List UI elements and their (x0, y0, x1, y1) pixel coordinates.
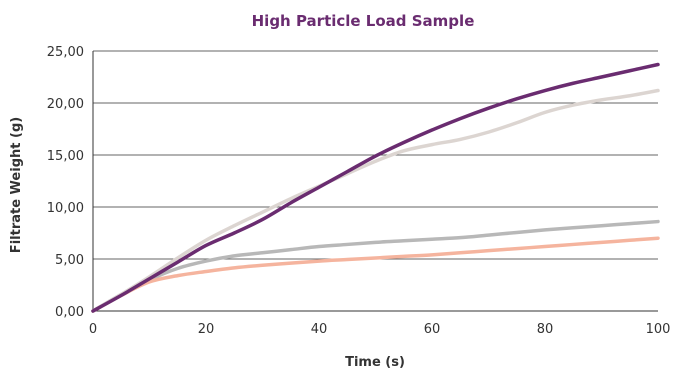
y-tick-label: 15,00 (47, 149, 84, 164)
y-tick-label: 20,00 (47, 97, 84, 112)
y-tick-label: 5,00 (55, 253, 84, 268)
chart-title: High Particle Load Sample (252, 12, 475, 30)
y-tick-label: 0,00 (55, 305, 84, 320)
series-line-4 (91, 236, 660, 313)
series-line-1 (91, 62, 660, 313)
series-line-3 (91, 219, 660, 313)
series-line-2 (91, 88, 660, 313)
x-tick-label: 0 (89, 322, 97, 337)
y-tick-labels: 0,00 5,00 10,00 15,00 20,00 25,00 (47, 45, 84, 320)
y-axis-title: Filtrate Weight (g) (9, 117, 24, 253)
axes (92, 51, 658, 312)
y-tick-label: 25,00 (47, 45, 84, 60)
x-tick-label: 60 (424, 322, 441, 337)
x-tick-labels: 0 20 40 60 80 100 (89, 322, 671, 337)
x-tick-label: 40 (311, 322, 328, 337)
x-axis-title: Time (s) (345, 355, 405, 370)
x-tick-label: 20 (198, 322, 215, 337)
y-tick-label: 10,00 (47, 201, 84, 216)
x-tick-label: 100 (646, 322, 671, 337)
series-lines (91, 62, 660, 313)
x-tick-label: 80 (537, 322, 554, 337)
